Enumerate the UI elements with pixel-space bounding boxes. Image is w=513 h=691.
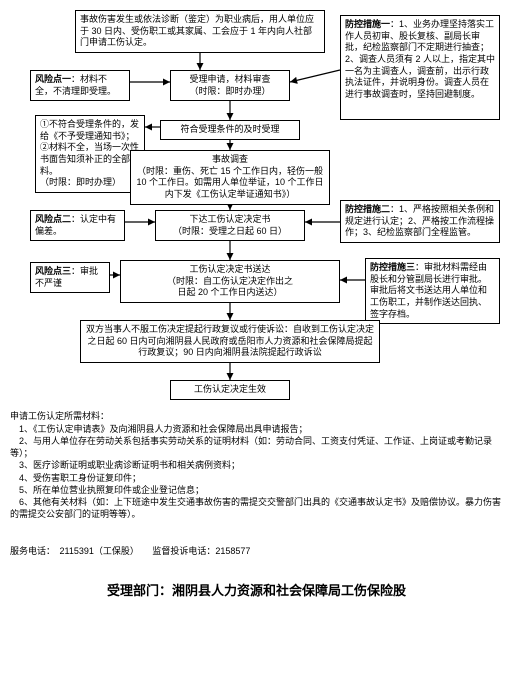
phone-line: 服务电话： 2115391（工保股） 监督投诉电话：2158577 xyxy=(10,545,503,557)
materials-heading: 申请工伤认定所需材料： xyxy=(10,410,503,422)
node-text: 风险点三：审批不严谨 xyxy=(35,266,98,288)
node-text: 工伤认定决定书送达（时限：自工伤认定决定作出之日起 20 个工作日内送达） xyxy=(167,264,293,297)
node-start: 事故伤害发生或依法诊断（鉴定）为职业病后，用人单位应于 30 日内、受伤职工或其… xyxy=(75,10,325,53)
node-text: 风险点一：材料不全，不清理即受理。 xyxy=(35,74,116,96)
node-risk-1: 风险点一：材料不全，不清理即受理。 xyxy=(30,70,130,101)
department-title: 受理部门：湘阴县人力资源和社会保障局工伤保险股 xyxy=(0,580,513,599)
node-text: 防控措施一：1、业务办理坚持落实工作人员初审、股长复核、副局长审批，纪检监察部门… xyxy=(345,19,495,99)
node-text: 防控措施三：审批材料需经由股长和分管副局长进行审批。审批后将文书送达用人单位和工… xyxy=(370,262,487,319)
node-accept: 符合受理条件的及时受理 xyxy=(160,120,300,140)
node-text: 受理申请，材料审查（时限：即时办理） xyxy=(189,74,270,96)
node-text: ①不符合受理条件的，发给《不予受理通知书》；②材料不全，当场一次性书面告知须补正… xyxy=(40,119,139,187)
materials-list: 1、《工伤认定申请表》及向湘阴县人力资源和社会保障局出具申请报告； 2、与用人单… xyxy=(10,423,503,520)
node-investigate: 事故调查（时限：重伤、死亡 15 个工作日内，轻伤一般 10 个工作日。如需用人… xyxy=(130,150,330,205)
node-deliver: 工伤认定决定书送达（时限：自工伤认定决定作出之日起 20 个工作日内送达） xyxy=(120,260,340,303)
node-risk-3: 风险点三：审批不严谨 xyxy=(30,262,110,293)
node-text: 防控措施二：1、严格按照相关条例和规定进行认定；2、严格按工作流程操作；3、纪检… xyxy=(345,204,494,237)
node-risk-2: 风险点二：认定中有偏差。 xyxy=(30,210,125,241)
node-text: 双方当事人不服工伤决定提起行政复议或行使诉讼：自收到工伤认定决定之日起 60 日… xyxy=(86,324,374,357)
node-text: 事故调查（时限：重伤、死亡 15 个工作日内，轻伤一般 10 个工作日。如需用人… xyxy=(136,154,323,199)
node-receive: 受理申请，材料审查（时限：即时办理） xyxy=(170,70,290,101)
node-decide: 下达工伤认定决定书（时限：受理之日起 60 日） xyxy=(155,210,305,241)
node-text: 符合受理条件的及时受理 xyxy=(180,124,279,134)
node-reject: ①不符合受理条件的，发给《不予受理通知书》；②材料不全，当场一次性书面告知须补正… xyxy=(35,115,145,193)
node-text: 工伤认定决定生效 xyxy=(194,384,266,394)
node-control-2: 防控措施二：1、严格按照相关条例和规定进行认定；2、严格按工作流程操作；3、纪检… xyxy=(340,200,500,243)
node-text: 风险点二：认定中有偏差。 xyxy=(35,214,116,236)
node-control-1: 防控措施一：1、业务办理坚持落实工作人员初审、股长复核、副局长审批，纪检监察部门… xyxy=(340,15,500,120)
node-appeal: 双方当事人不服工伤决定提起行政复议或行使诉讼：自收到工伤认定决定之日起 60 日… xyxy=(80,320,380,363)
node-text: 事故伤害发生或依法诊断（鉴定）为职业病后，用人单位应于 30 日内、受伤职工或其… xyxy=(80,14,314,47)
node-text: 下达工伤认定决定书（时限：受理之日起 60 日） xyxy=(173,214,287,236)
node-control-3: 防控措施三：审批材料需经由股长和分管副局长进行审批。审批后将文书送达用人单位和工… xyxy=(365,258,500,324)
node-effect: 工伤认定决定生效 xyxy=(170,380,290,400)
